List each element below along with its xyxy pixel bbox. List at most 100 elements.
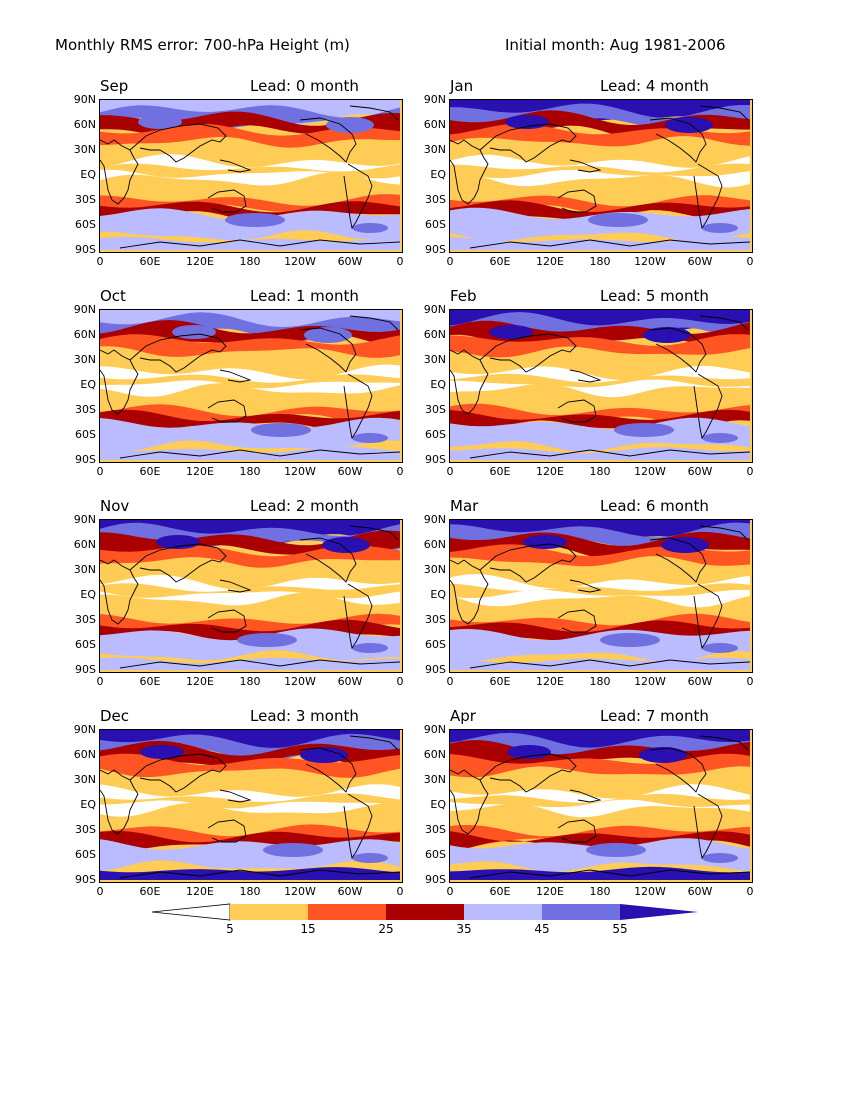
map-panel (449, 99, 753, 253)
panel-month: Sep (100, 77, 129, 95)
lon-tick-label: 180 (589, 885, 611, 898)
lat-tick-label: 30S (75, 823, 96, 836)
lat-tick-label: 30S (75, 193, 96, 206)
lat-tick-label: 30N (73, 563, 96, 576)
lat-tick-label: EQ (80, 588, 96, 601)
lon-tick-label: 180 (239, 465, 261, 478)
panel-lead: Lead: 5 month (600, 287, 709, 305)
lon-tick-label: 0 (446, 675, 454, 688)
lon-tick-label: 60W (337, 675, 363, 688)
lon-tick-label: 120E (536, 465, 564, 478)
lon-tick-label: 0 (396, 255, 404, 268)
lat-tick-label: 60S (425, 428, 446, 441)
lat-tick-label: 60N (423, 118, 446, 131)
lon-tick-label: 60W (687, 255, 713, 268)
lon-tick-label: 0 (96, 675, 104, 688)
lat-tick-label: 30S (75, 613, 96, 626)
lat-tick-label: 90N (73, 303, 96, 316)
colorbar-tick-label: 25 (378, 922, 394, 936)
lat-tick-label: 90S (75, 663, 96, 676)
colorbar-tick-label: 5 (226, 922, 234, 936)
lon-tick-label: 0 (396, 885, 404, 898)
lat-tick-label: 30N (423, 143, 446, 156)
rms-error-map (450, 520, 750, 670)
lat-tick-label: EQ (80, 378, 96, 391)
rms-error-map (100, 310, 400, 460)
lon-tick-label: 120W (284, 465, 316, 478)
lon-tick-label: 0 (746, 885, 754, 898)
lon-tick-label: 180 (589, 465, 611, 478)
colorbar-segment (230, 904, 308, 920)
lat-tick-label: 90S (425, 243, 446, 256)
colorbar-tick-label: 55 (612, 922, 628, 936)
panel-lead: Lead: 7 month (600, 707, 709, 725)
lat-tick-label: 60N (423, 538, 446, 551)
lat-tick-label: 90S (425, 663, 446, 676)
lat-tick-label: 60N (73, 118, 96, 131)
map-panel (99, 729, 403, 883)
panel-lead: Lead: 3 month (250, 707, 359, 725)
lat-tick-label: 60S (75, 848, 96, 861)
lon-tick-label: 120E (186, 255, 214, 268)
lon-tick-label: 120E (186, 465, 214, 478)
colorbar-segment (464, 904, 542, 920)
figure-subtitle: Initial month: Aug 1981-2006 (505, 36, 726, 54)
lat-tick-label: EQ (80, 798, 96, 811)
colorbar-over-triangle (620, 904, 698, 920)
lon-tick-label: 60W (687, 885, 713, 898)
colorbar-segment (308, 904, 386, 920)
lon-tick-label: 60E (139, 675, 161, 688)
lat-tick-label: EQ (80, 168, 96, 181)
lat-tick-label: 30N (423, 353, 446, 366)
lon-tick-label: 0 (446, 255, 454, 268)
map-panel (99, 99, 403, 253)
panel-lead: Lead: 1 month (250, 287, 359, 305)
lat-tick-label: 30N (73, 353, 96, 366)
panel-month: Oct (100, 287, 126, 305)
lat-tick-label: 60S (425, 848, 446, 861)
rms-error-map (450, 100, 750, 250)
lat-tick-label: 30N (73, 143, 96, 156)
colorbar-under-triangle (151, 903, 231, 921)
lat-tick-label: 30N (423, 563, 446, 576)
lat-tick-label: 60S (425, 638, 446, 651)
panel-lead: Lead: 6 month (600, 497, 709, 515)
lat-tick-label: 90S (75, 873, 96, 886)
lat-tick-label: 60N (73, 748, 96, 761)
lon-tick-label: 180 (239, 675, 261, 688)
lon-tick-label: 0 (446, 465, 454, 478)
lon-tick-label: 120W (634, 255, 666, 268)
lon-tick-label: 60E (489, 885, 511, 898)
lon-tick-label: 180 (239, 255, 261, 268)
lon-tick-label: 120W (284, 675, 316, 688)
lat-tick-label: 60S (425, 218, 446, 231)
lon-tick-label: 0 (96, 885, 104, 898)
lat-tick-label: EQ (430, 798, 446, 811)
lon-tick-label: 60E (139, 885, 161, 898)
map-panel (99, 519, 403, 673)
lat-tick-label: 90S (75, 453, 96, 466)
lon-tick-label: 60W (687, 675, 713, 688)
lon-tick-label: 60W (337, 885, 363, 898)
rms-error-map (100, 730, 400, 880)
lat-tick-label: 60S (75, 218, 96, 231)
lon-tick-label: 0 (446, 885, 454, 898)
panel-month: Apr (450, 707, 476, 725)
lon-tick-label: 180 (239, 885, 261, 898)
lon-tick-label: 60E (139, 465, 161, 478)
lat-tick-label: 30S (425, 193, 446, 206)
lat-tick-label: EQ (430, 378, 446, 391)
lon-tick-label: 60W (337, 255, 363, 268)
lon-tick-label: 0 (396, 465, 404, 478)
lon-tick-label: 60E (139, 255, 161, 268)
lat-tick-label: 90S (425, 453, 446, 466)
lat-tick-label: 30S (425, 823, 446, 836)
map-panel (99, 309, 403, 463)
lat-tick-label: 90S (75, 243, 96, 256)
lat-tick-label: 60S (75, 638, 96, 651)
lon-tick-label: 180 (589, 255, 611, 268)
lon-tick-label: 0 (746, 255, 754, 268)
lat-tick-label: EQ (430, 168, 446, 181)
panel-month: Mar (450, 497, 479, 515)
map-panel (449, 309, 753, 463)
